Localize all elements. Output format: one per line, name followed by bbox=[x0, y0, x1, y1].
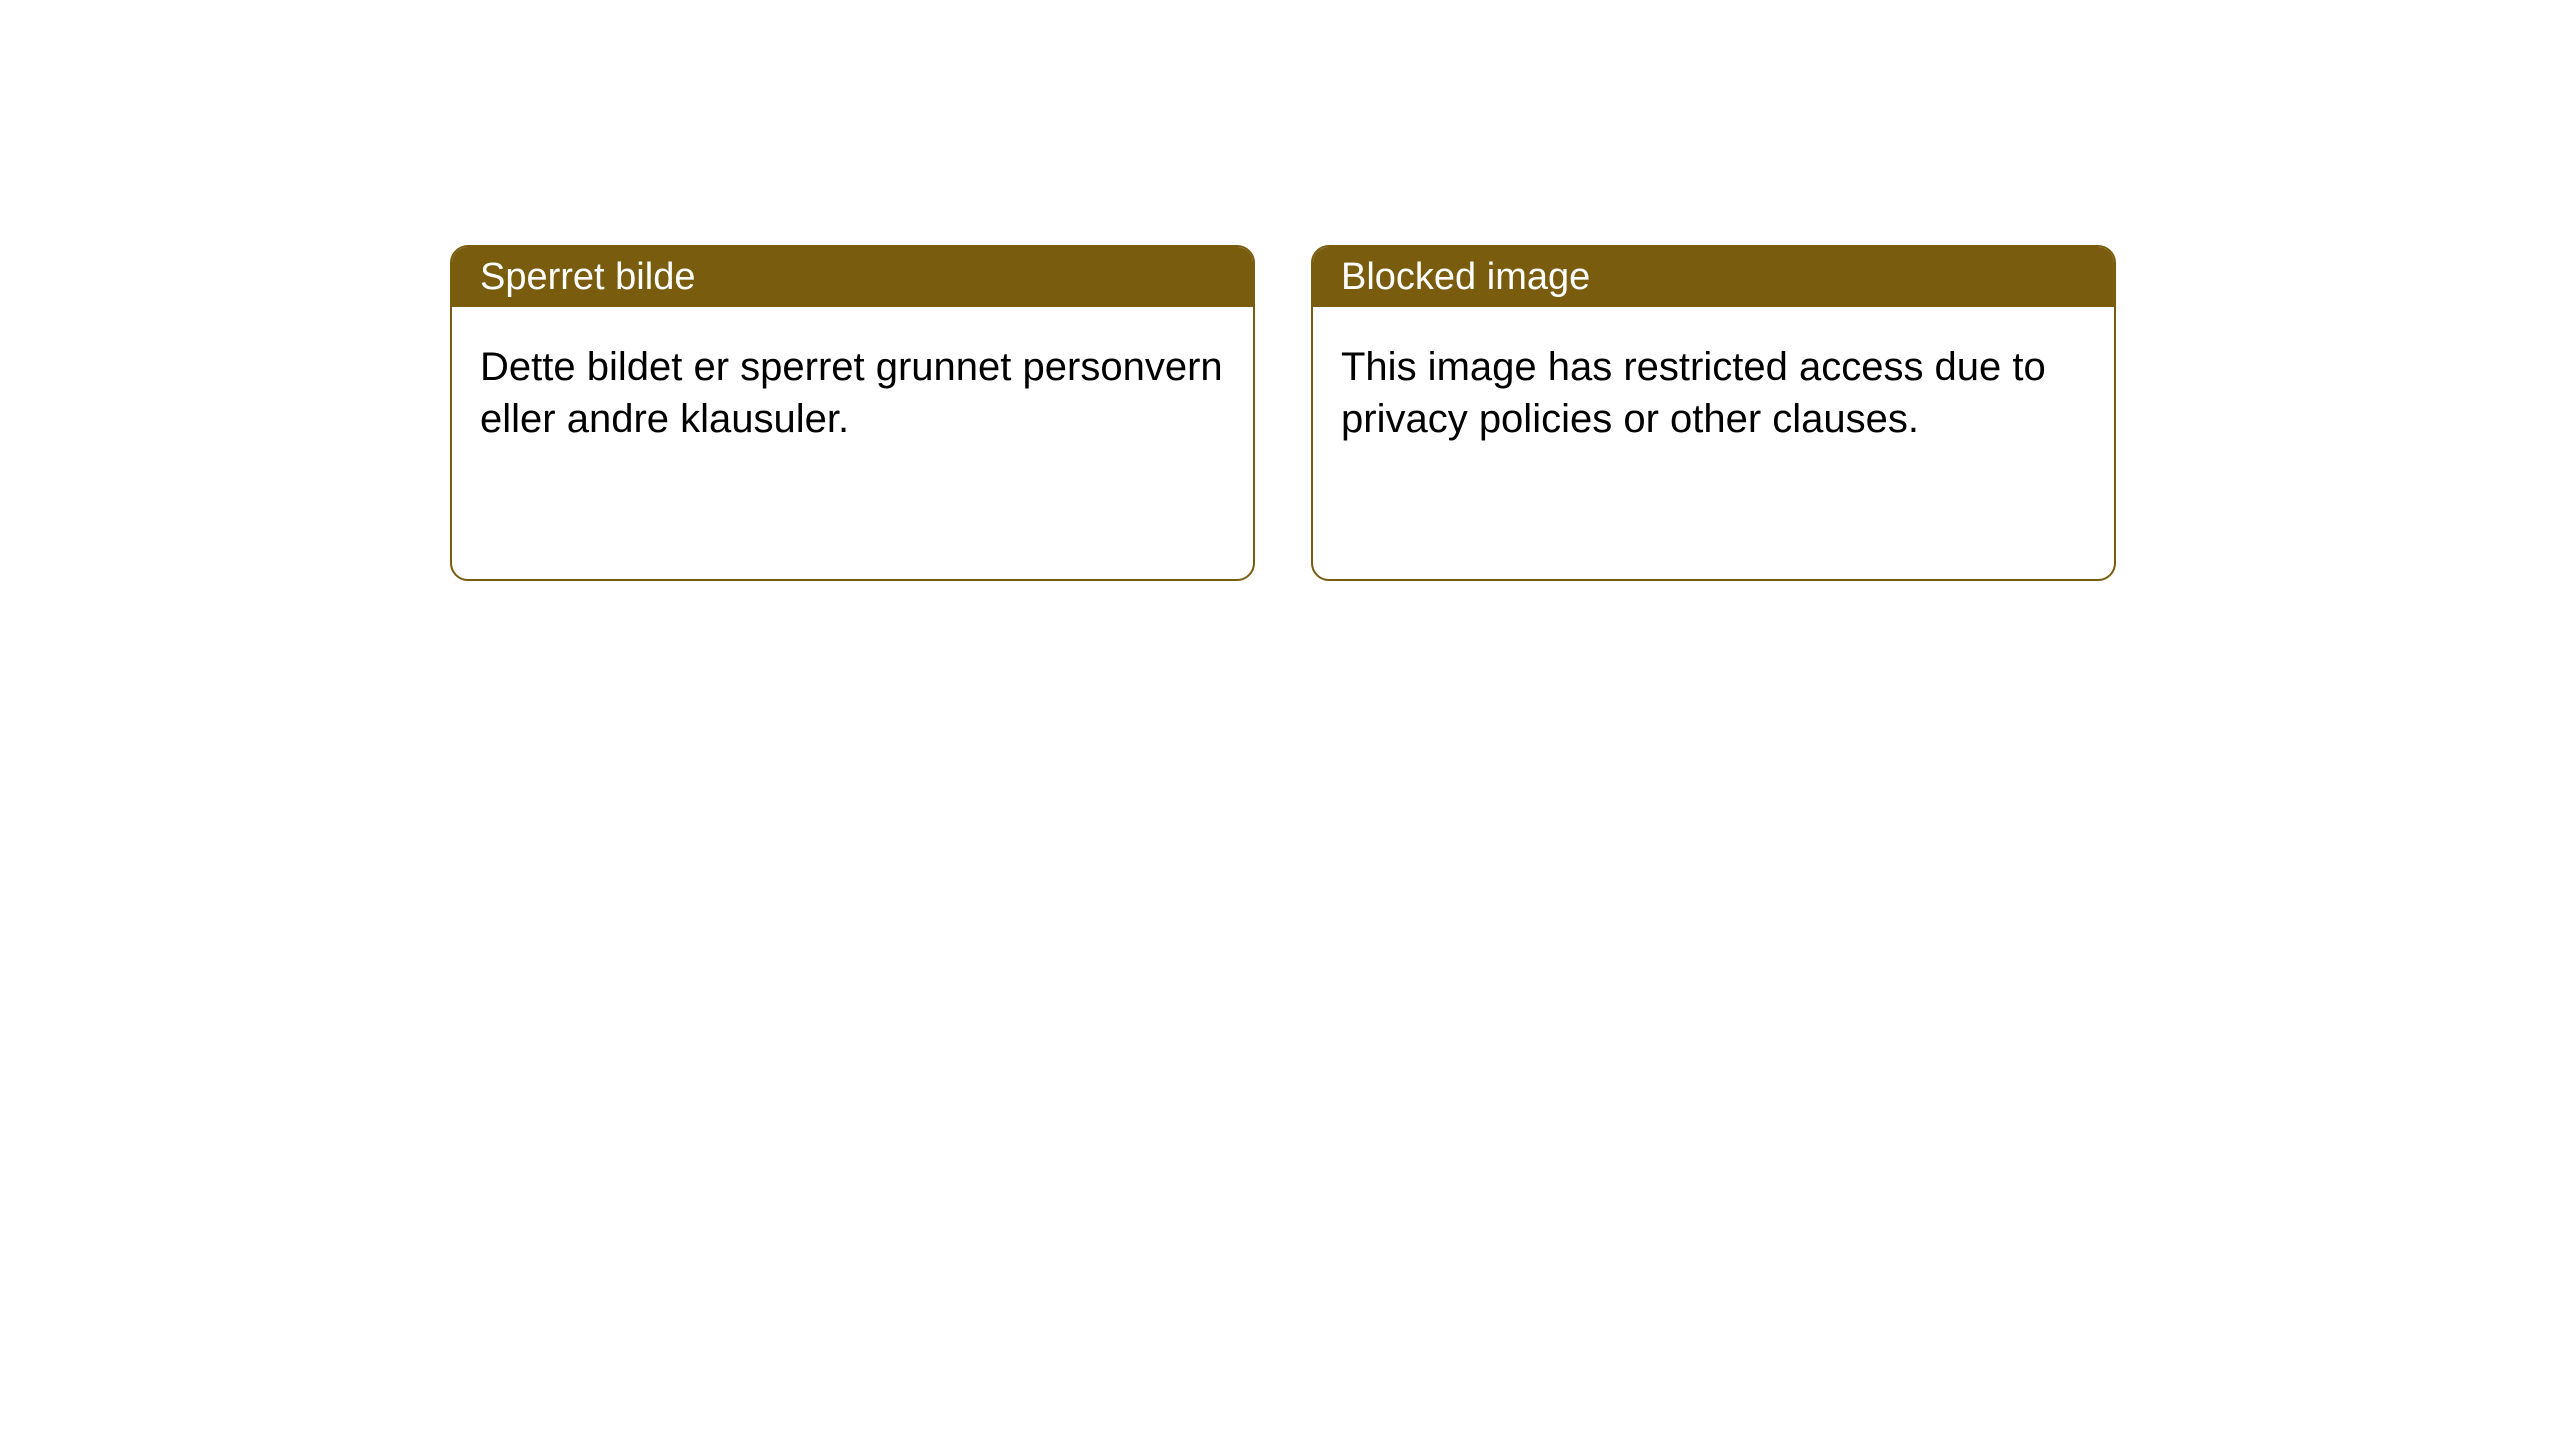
blocked-image-card-no: Sperret bilde Dette bildet er sperret gr… bbox=[450, 245, 1255, 581]
card-title: Blocked image bbox=[1341, 256, 1590, 299]
card-header: Sperret bilde bbox=[452, 247, 1253, 307]
card-body-text: Dette bildet er sperret grunnet personve… bbox=[480, 345, 1223, 441]
card-title: Sperret bilde bbox=[480, 256, 695, 299]
card-body: This image has restricted access due to … bbox=[1313, 307, 2114, 479]
card-body: Dette bildet er sperret grunnet personve… bbox=[452, 307, 1253, 479]
card-body-text: This image has restricted access due to … bbox=[1341, 345, 2046, 441]
notice-cards-container: Sperret bilde Dette bildet er sperret gr… bbox=[0, 0, 2560, 581]
card-header: Blocked image bbox=[1313, 247, 2114, 307]
blocked-image-card-en: Blocked image This image has restricted … bbox=[1311, 245, 2116, 581]
